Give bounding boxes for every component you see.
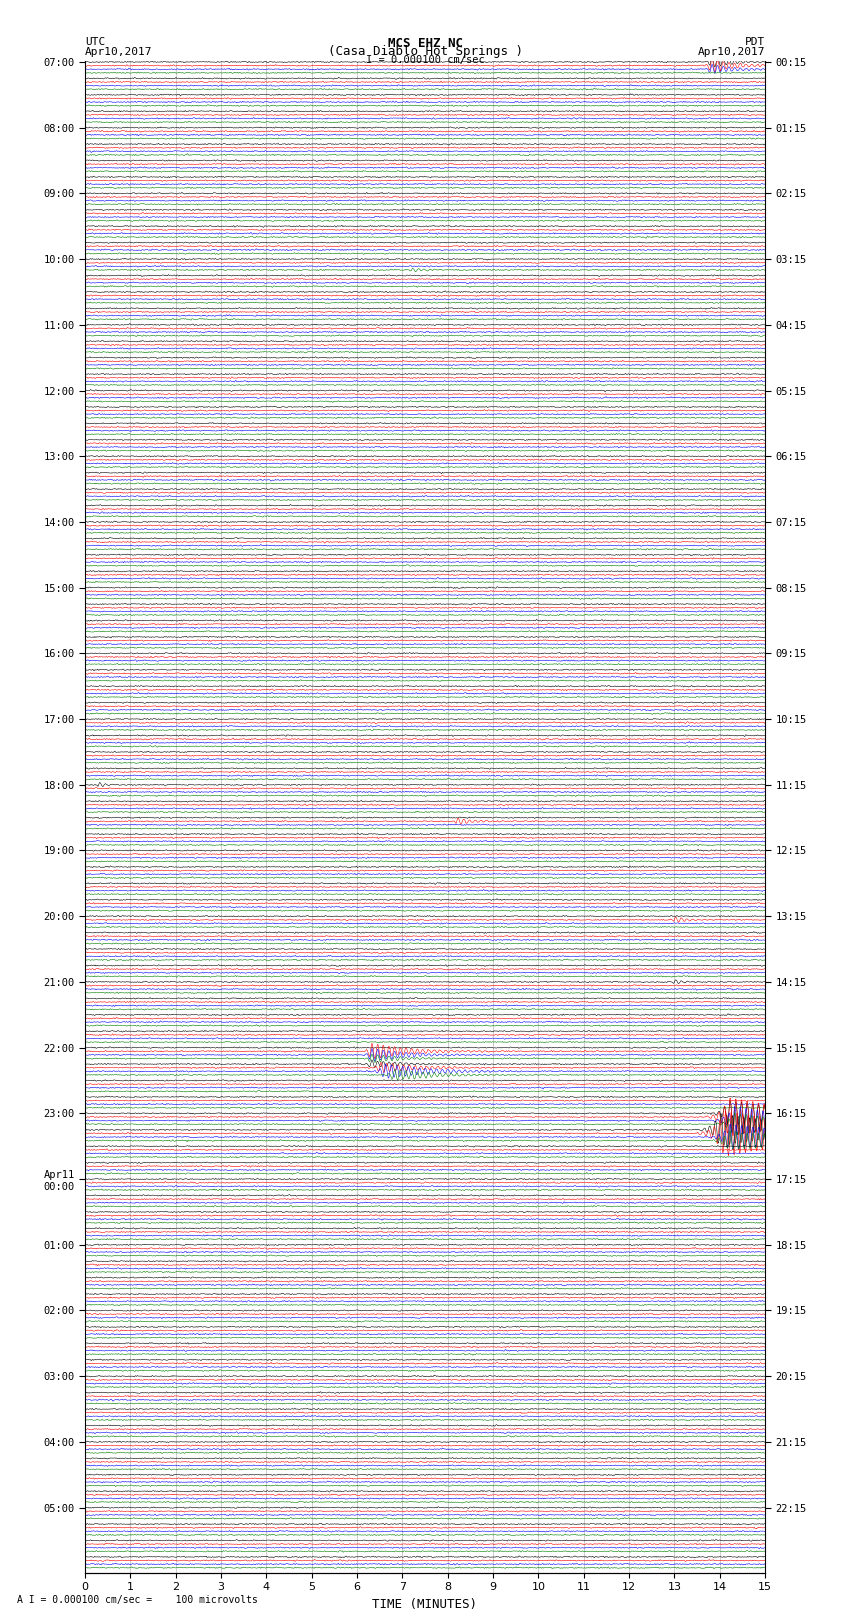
Text: I = 0.000100 cm/sec: I = 0.000100 cm/sec xyxy=(366,55,484,65)
Text: MCS EHZ NC: MCS EHZ NC xyxy=(388,37,462,50)
Text: UTC: UTC xyxy=(85,37,105,47)
Text: A I = 0.000100 cm/sec =    100 microvolts: A I = 0.000100 cm/sec = 100 microvolts xyxy=(17,1595,258,1605)
Text: Apr10,2017: Apr10,2017 xyxy=(85,47,152,56)
Text: PDT: PDT xyxy=(745,37,765,47)
Text: Apr10,2017: Apr10,2017 xyxy=(698,47,765,56)
Text: (Casa Diablo Hot Springs ): (Casa Diablo Hot Springs ) xyxy=(327,45,523,58)
X-axis label: TIME (MINUTES): TIME (MINUTES) xyxy=(372,1598,478,1611)
